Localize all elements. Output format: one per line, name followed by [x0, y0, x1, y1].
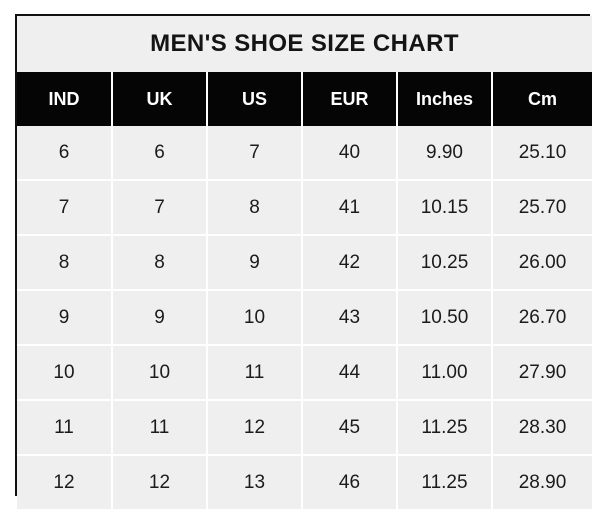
title-row: MEN'S SHOE SIZE CHART: [17, 16, 592, 72]
table-row: 6 6 7 40 9.90 25.10: [17, 126, 592, 180]
cell-ind: 10: [17, 344, 113, 400]
cell-uk: 11: [111, 399, 208, 455]
cell-inches: 10.25: [396, 234, 493, 290]
column-header-us: US: [206, 72, 303, 126]
cell-uk: 10: [111, 344, 208, 400]
cell-inches: 11.25: [396, 454, 493, 509]
cell-us: 11: [206, 344, 303, 400]
cell-eur: 41: [301, 179, 398, 235]
table-row: 8 8 9 42 10.25 26.00: [17, 234, 592, 290]
cell-us: 10: [206, 289, 303, 345]
cell-uk: 9: [111, 289, 208, 345]
size-chart-container: MEN'S SHOE SIZE CHART IND UK US EUR Inch…: [15, 14, 592, 509]
cell-inches: 11.00: [396, 344, 493, 400]
cell-eur: 42: [301, 234, 398, 290]
cell-inches: 11.25: [396, 399, 493, 455]
column-header-eur: EUR: [301, 72, 398, 126]
table-row: 7 7 8 41 10.15 25.70: [17, 179, 592, 235]
table-row: 11 11 12 45 11.25 28.30: [17, 399, 592, 455]
cell-cm: 26.70: [491, 289, 592, 345]
table-row: 10 10 11 44 11.00 27.90: [17, 344, 592, 400]
cell-cm: 28.90: [491, 454, 592, 509]
cell-ind: 9: [17, 289, 113, 345]
cell-inches: 10.15: [396, 179, 493, 235]
cell-eur: 40: [301, 126, 398, 180]
table-head: MEN'S SHOE SIZE CHART IND UK US EUR Inch…: [17, 16, 592, 126]
column-header-inches: Inches: [396, 72, 493, 126]
mens-shoe-size-table: MEN'S SHOE SIZE CHART IND UK US EUR Inch…: [17, 16, 592, 509]
cell-ind: 7: [17, 179, 113, 235]
cell-inches: 9.90: [396, 126, 493, 180]
table-body: 6 6 7 40 9.90 25.10 7 7 8 41 10.15 25.70…: [17, 126, 592, 509]
cell-us: 12: [206, 399, 303, 455]
cell-uk: 7: [111, 179, 208, 235]
cell-us: 8: [206, 179, 303, 235]
cell-cm: 27.90: [491, 344, 592, 400]
cell-eur: 43: [301, 289, 398, 345]
cell-eur: 45: [301, 399, 398, 455]
cell-uk: 6: [111, 126, 208, 180]
cell-eur: 46: [301, 454, 398, 509]
cell-us: 13: [206, 454, 303, 509]
cell-eur: 44: [301, 344, 398, 400]
cell-us: 7: [206, 126, 303, 180]
cell-ind: 8: [17, 234, 113, 290]
cell-uk: 8: [111, 234, 208, 290]
column-header-ind: IND: [17, 72, 113, 126]
cell-us: 9: [206, 234, 303, 290]
column-header-cm: Cm: [491, 72, 592, 126]
cell-ind: 12: [17, 454, 113, 509]
cell-cm: 26.00: [491, 234, 592, 290]
cell-cm: 25.70: [491, 179, 592, 235]
cell-ind: 6: [17, 126, 113, 180]
cell-cm: 28.30: [491, 399, 592, 455]
table-row: 9 9 10 43 10.50 26.70: [17, 289, 592, 345]
cell-uk: 12: [111, 454, 208, 509]
table-row: 12 12 13 46 11.25 28.90: [17, 454, 592, 509]
column-header-row: IND UK US EUR Inches Cm: [17, 72, 592, 126]
chart-title: MEN'S SHOE SIZE CHART: [17, 16, 592, 72]
cell-ind: 11: [17, 399, 113, 455]
cell-inches: 10.50: [396, 289, 493, 345]
cell-cm: 25.10: [491, 126, 592, 180]
column-header-uk: UK: [111, 72, 208, 126]
